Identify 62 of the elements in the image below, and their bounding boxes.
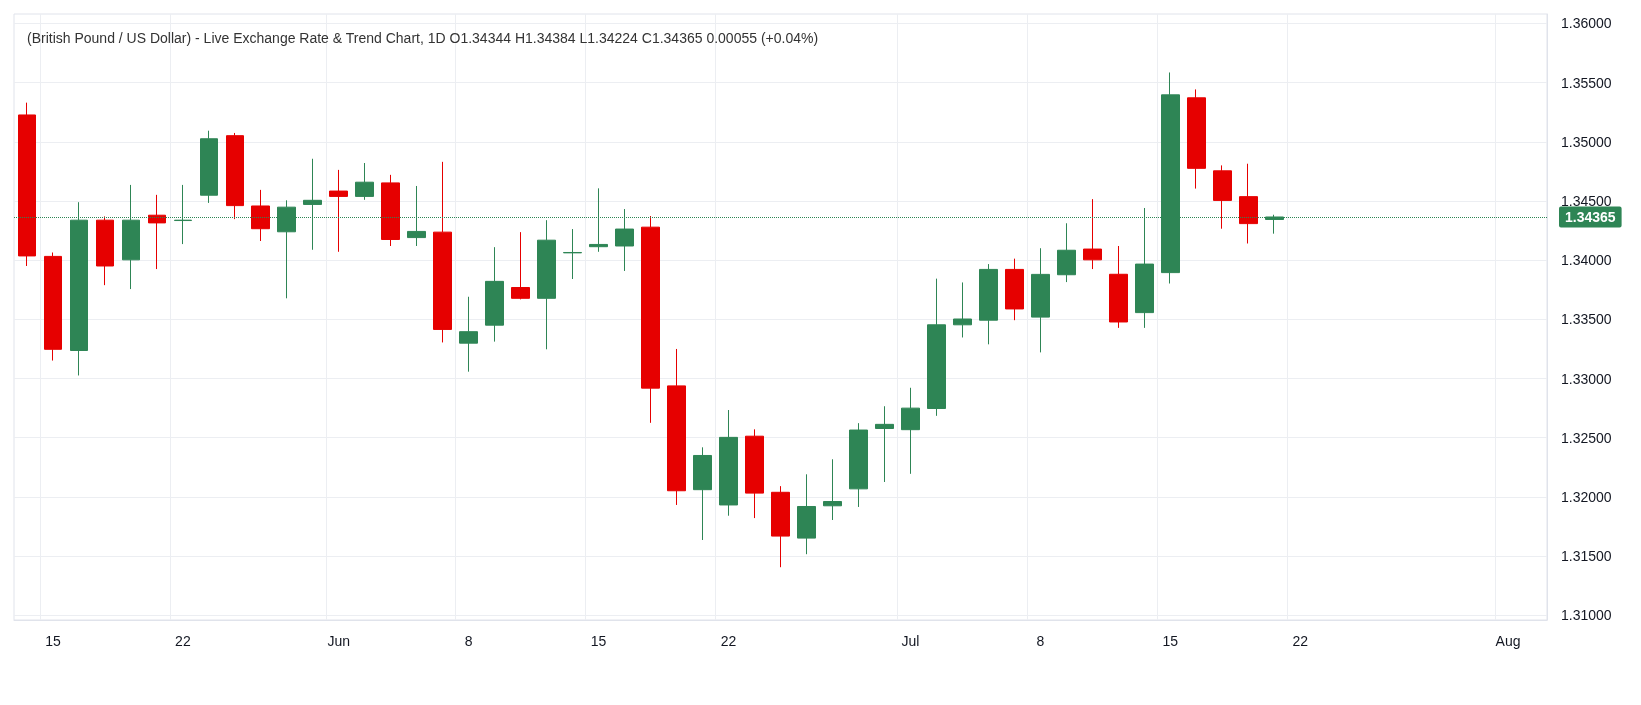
y-tick-label: 1.32500 — [1561, 429, 1612, 446]
candlestick — [148, 194, 166, 270]
candlestick — [719, 409, 738, 517]
candlestick — [459, 296, 478, 373]
y-tick-label: 1.33000 — [1561, 370, 1612, 387]
y-tick-label: 1.35000 — [1561, 133, 1612, 150]
x-tick-label: 15 — [590, 633, 607, 649]
candlestick — [329, 169, 348, 253]
text: (British Pound / US Dollar) - Live Exchange Rate & Trend Chart, 1D O1.34344 H1.34384 L1.34224 C1.34365 0.00055 (+0.04%) — [27, 30, 819, 46]
x-tick-label: Aug — [1495, 633, 1521, 649]
candlestick — [771, 485, 790, 568]
candlestick — [693, 446, 712, 541]
y-tick-label: 1.36000 — [1561, 15, 1612, 32]
y-tick-label: 1.35500 — [1561, 74, 1612, 91]
candlestick — [1213, 164, 1232, 230]
x-tick-label: Jun — [327, 633, 351, 649]
candlestick — [927, 278, 946, 417]
candlestick — [1187, 88, 1206, 190]
candlestick — [537, 219, 556, 350]
candlestick — [823, 458, 842, 521]
x-tick-label: 22 — [720, 633, 737, 649]
candlestick — [511, 231, 530, 300]
candlestick — [901, 387, 920, 475]
candlestick — [641, 215, 660, 424]
candlestick — [849, 422, 868, 508]
y-tick-label: 1.34500 — [1561, 193, 1612, 210]
y-tick-label: 1.32000 — [1561, 488, 1612, 505]
candlestick — [485, 246, 504, 343]
candlestick — [1031, 247, 1050, 353]
candlestick — [44, 251, 62, 362]
candlestick — [226, 132, 244, 220]
candlestick — [433, 161, 452, 343]
candlestick — [797, 473, 816, 555]
x-tick-label: 22 — [1292, 633, 1309, 649]
candlestick — [200, 130, 218, 204]
x-tick-label: Jul — [901, 633, 920, 649]
y-tick-label: 1.31000 — [1561, 607, 1612, 624]
candlestick — [563, 228, 582, 280]
ref-line-label: 1.34365 — [1565, 208, 1616, 225]
candlestick — [96, 215, 114, 286]
y-tick-label: 1.31500 — [1561, 548, 1612, 565]
candlestick — [1005, 258, 1024, 321]
candlestick — [667, 348, 686, 506]
x-tick-label: 22 — [175, 633, 191, 649]
candlestick — [1109, 245, 1128, 329]
y-tick-label: 1.33500 — [1561, 311, 1612, 328]
candlestick — [1239, 163, 1258, 244]
candlestick — [355, 162, 374, 201]
x-tick-label: 8 — [1036, 633, 1045, 649]
candlestick — [251, 189, 270, 242]
candlestick — [745, 428, 764, 519]
y-tick-label: 1.34000 — [1561, 252, 1612, 269]
candlestick — [381, 174, 400, 247]
candlestick — [979, 263, 998, 345]
candlestick — [875, 405, 894, 483]
x-tick-label: 15 — [45, 633, 61, 649]
candlestick — [953, 281, 972, 338]
x-tick-label: 8 — [464, 633, 473, 649]
candlestick — [18, 102, 36, 267]
candlestick — [1083, 198, 1102, 270]
x-tick-label: 15 — [1162, 633, 1179, 649]
candlestick — [1057, 222, 1076, 283]
